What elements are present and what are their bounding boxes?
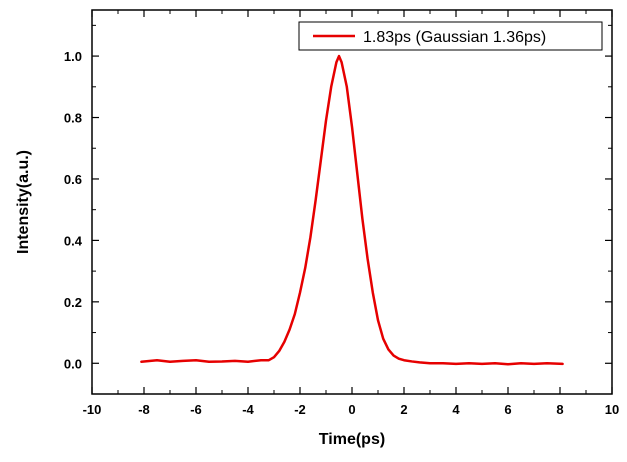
- x-tick-label: 0: [348, 402, 355, 417]
- y-tick-label: 1.0: [64, 49, 82, 64]
- y-axis-title: Intensity(a.u.): [15, 150, 32, 254]
- legend: 1.83ps (Gaussian 1.36ps): [298, 21, 603, 51]
- x-axis-title: Time(ps): [319, 431, 385, 448]
- y-tick-label: 0.6: [64, 172, 82, 187]
- x-tick-label: 10: [605, 402, 619, 417]
- y-tick-label: 0.4: [64, 233, 83, 248]
- x-tick-label: -4: [242, 402, 254, 417]
- x-tick-label: 8: [556, 402, 563, 417]
- series-layer: [140, 54, 564, 366]
- x-tick-label: 4: [452, 402, 460, 417]
- x-tick-label: 2: [400, 402, 407, 417]
- series-line: [140, 54, 564, 366]
- x-tick-label: -6: [190, 402, 202, 417]
- y-tick-label: 0.8: [64, 111, 82, 126]
- x-tick-label: 6: [504, 402, 511, 417]
- y-tick-label: 0.0: [64, 356, 82, 371]
- x-tick-label: -2: [294, 402, 306, 417]
- y-tick-label: 0.2: [64, 295, 82, 310]
- x-tick-label: -8: [138, 402, 150, 417]
- legend-label: 1.83ps (Gaussian 1.36ps): [363, 29, 546, 46]
- ticks-layer: -10 -8 -6 -4 -2 0 2 4 6 8 10 0.0 0.2 0.4 0.6 0.8 1.0: [64, 10, 619, 417]
- x-tick-label: -10: [83, 402, 102, 417]
- labels-layer: Time(ps) Intensity(a.u.): [15, 150, 385, 448]
